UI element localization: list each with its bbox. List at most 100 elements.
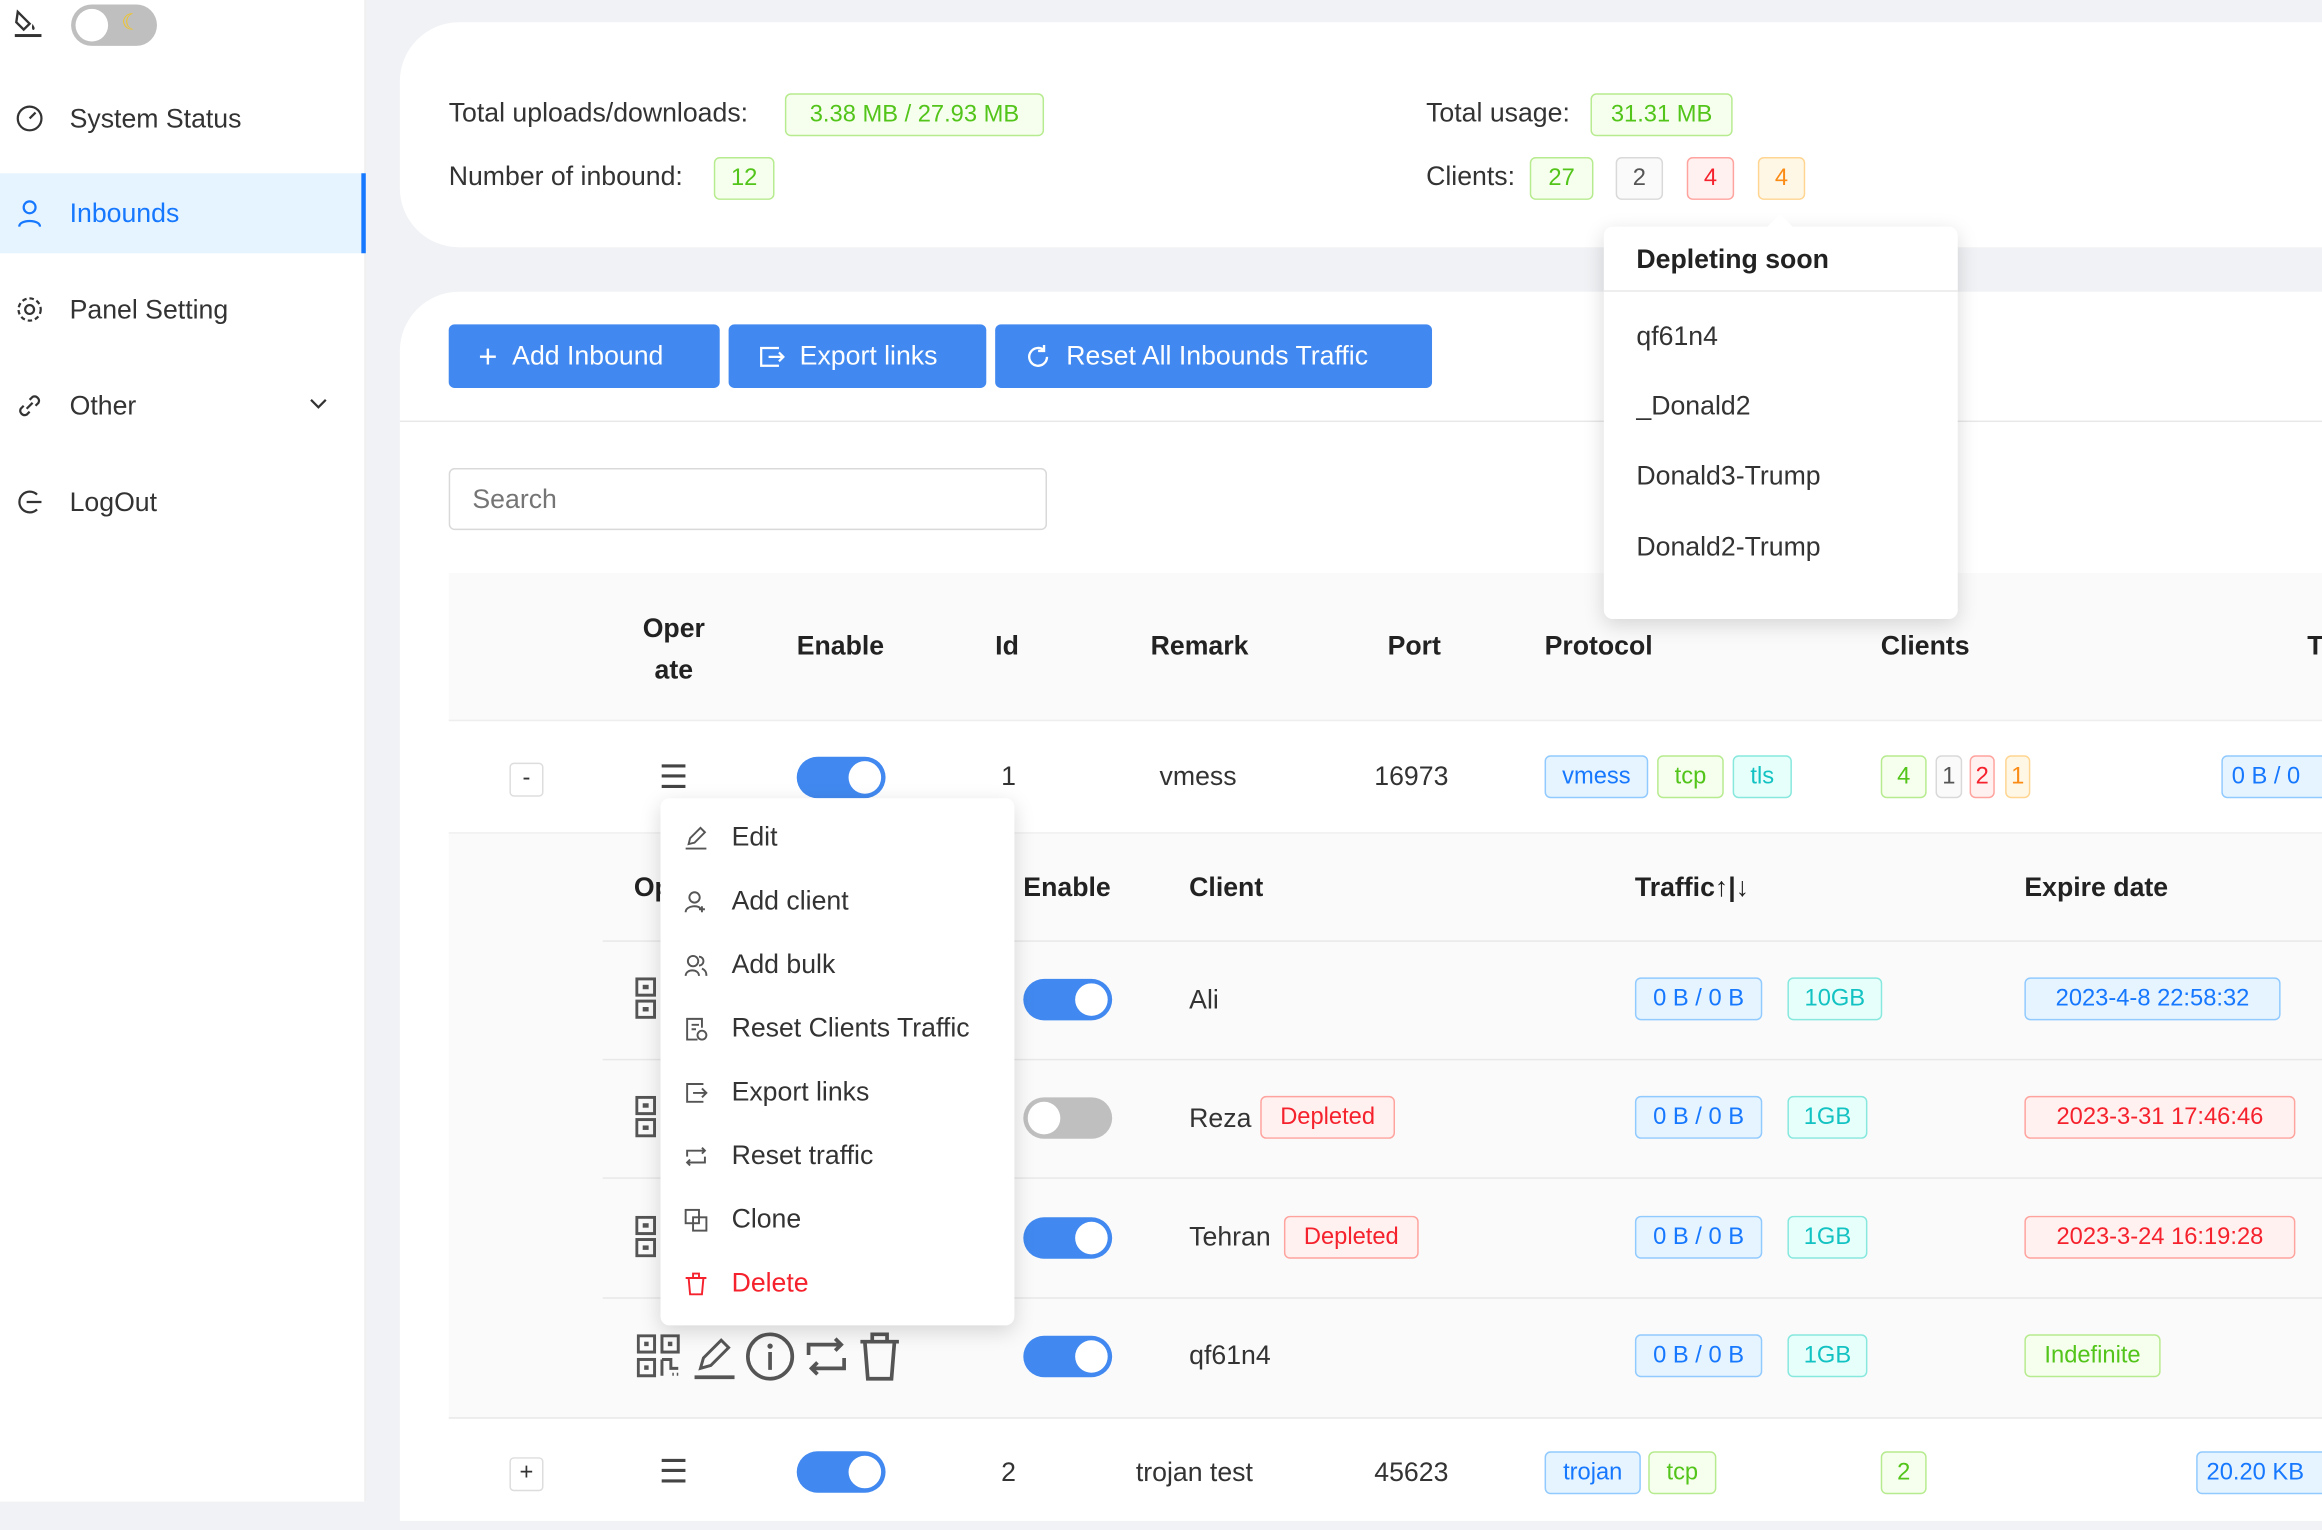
theme-toggle[interactable]: ☾: [71, 4, 157, 46]
clients-disabled-tag: 1: [1935, 755, 1963, 799]
client-expire: Indefinite: [2024, 1334, 2161, 1378]
depleted-badge: Depleted: [1260, 1095, 1396, 1139]
client-header-client: Client: [1189, 872, 1264, 902]
edit-icon: [685, 825, 707, 849]
menu-item-add-client[interactable]: Add client: [660, 869, 1014, 933]
client-row: Tehran Depleted 0 B / 0 B 1GB 2023-3-24 …: [603, 1179, 2322, 1297]
table-row: - ☰ 1 vmess 16973 vmess tcp tls 4 1 2 1 …: [448, 721, 2322, 834]
header-enable: Enable: [796, 630, 885, 661]
client-row: qf61n4 0 B / 0 B 1GB Indefinite: [603, 1299, 2322, 1417]
sidebar-item-label: Panel Setting: [69, 293, 229, 324]
expand-row-button[interactable]: +: [509, 1457, 544, 1492]
divider: [1603, 290, 1958, 292]
delete-icon[interactable]: [857, 1331, 901, 1381]
qrcode-icon[interactable]: [635, 1215, 657, 1258]
qrcode-icon[interactable]: [635, 977, 657, 1019]
inbound-remark: vmess: [1159, 761, 1237, 791]
clients-label: Clients:: [1426, 161, 1516, 192]
inbound-port: 16973: [1374, 761, 1449, 791]
clients-active-badge[interactable]: 27: [1529, 156, 1594, 200]
file-reset-icon: [686, 1017, 708, 1040]
client-name: Tehran: [1189, 1221, 1271, 1252]
header-traffic: T: [2307, 630, 2322, 661]
logout-icon: [18, 490, 42, 514]
qrcode-icon[interactable]: [636, 1334, 681, 1378]
traffic-tag: 0 B / 0: [2221, 755, 2322, 799]
popover-item: qf61n4: [1636, 321, 1718, 351]
menu-item-reset-clients-traffic[interactable]: Reset Clients Traffic: [660, 997, 1014, 1061]
menu-item-edit[interactable]: Edit: [660, 806, 1014, 870]
paint-bucket-icon[interactable]: [12, 9, 45, 39]
clients-active-tag: 4: [1880, 755, 1927, 799]
client-enable-toggle[interactable]: [1023, 1335, 1113, 1378]
sidebar-item-logout[interactable]: LogOut: [0, 462, 366, 542]
export-icon: [760, 346, 785, 367]
plus-icon: +: [478, 336, 498, 374]
sidebar-item-other[interactable]: Other: [0, 366, 366, 446]
menu-item-delete[interactable]: Delete: [660, 1251, 1014, 1315]
inbound-port: 45623: [1374, 1457, 1449, 1487]
client-traffic: 0 B / 0 B: [1634, 1215, 1763, 1259]
header-operate: Oper ate: [642, 613, 705, 685]
sidebar-item-label: System Status: [69, 102, 242, 133]
collapse-row-button[interactable]: -: [509, 762, 544, 797]
client-header-enable: Enable: [1023, 872, 1111, 902]
info-icon[interactable]: [745, 1331, 795, 1381]
export-links-button[interactable]: Export links: [728, 324, 987, 388]
clients-depleted-badge[interactable]: 4: [1686, 156, 1735, 200]
client-name: Ali: [1189, 984, 1219, 1015]
menu-item-add-bulk[interactable]: Add bulk: [660, 933, 1014, 997]
client-expire: 2023-3-31 17:46:46: [2024, 1095, 2296, 1139]
clients-disabled-badge[interactable]: 2: [1615, 156, 1664, 200]
inbound-enable-toggle[interactable]: [796, 1451, 886, 1493]
add-inbound-button[interactable]: + Add Inbound: [448, 324, 720, 388]
divider: [602, 1058, 2322, 1061]
delete-icon: [685, 1271, 707, 1295]
reset-all-traffic-button[interactable]: Reset All Inbounds Traffic: [995, 324, 1433, 388]
menu-item-export-links[interactable]: Export links: [660, 1060, 1014, 1124]
client-enable-toggle[interactable]: [1023, 1097, 1113, 1139]
menu-item-clone[interactable]: Clone: [660, 1188, 1014, 1252]
divider: [602, 1297, 2322, 1299]
reload-icon: [1028, 344, 1049, 367]
sidebar-item-inbounds[interactable]: Inbounds: [0, 173, 366, 254]
chevron-down-icon: [310, 399, 327, 409]
sidebar-item-label: Inbounds: [69, 197, 180, 228]
client-expire: 2023-4-8 22:58:32: [2024, 977, 2281, 1021]
client-header-traffic: Traffic↑|↓: [1634, 872, 1750, 902]
security-tag: tls: [1732, 755, 1792, 799]
clients-active-tag: 2: [1880, 1451, 1927, 1495]
client-header-expire: Expire date: [2024, 872, 2169, 902]
depleted-badge: Depleted: [1283, 1215, 1419, 1259]
depleting-soon-popover: Depleting soon qf61n4 _Donald2 Donald3-T…: [1603, 214, 1958, 620]
client-row: Reza Depleted 0 B / 0 B 1GB 2023-3-31 17…: [603, 1060, 2322, 1177]
usage-label: Total usage:: [1426, 97, 1570, 128]
popover-item: _Donald2: [1636, 390, 1751, 421]
client-traffic: 0 B / 0 B: [1634, 1095, 1763, 1139]
menu-item-reset-traffic[interactable]: Reset traffic: [660, 1124, 1014, 1188]
search-input[interactable]: [448, 467, 1047, 531]
qrcode-icon[interactable]: [635, 1095, 657, 1138]
sidebar-item-label: LogOut: [69, 486, 158, 517]
menu-icon[interactable]: ☰: [659, 1452, 689, 1490]
table-row: + ☰ 2 trojan test 45623 trojan tcp 2 20.…: [449, 1419, 2322, 1530]
sidebar-item-panel-setting[interactable]: Panel Setting: [0, 270, 366, 350]
client-total: 1GB: [1787, 1215, 1868, 1259]
sidebar-item-system-status[interactable]: System Status: [0, 78, 366, 158]
sidebar: ☾ System Status Inbounds Panel Setting O…: [0, 0, 366, 1502]
client-enable-toggle[interactable]: [1023, 1217, 1113, 1259]
clients-depleted-tag: 2: [1969, 755, 1995, 799]
clients-depleting-badge[interactable]: 4: [1757, 156, 1806, 200]
reset-traffic-icon[interactable]: [804, 1334, 848, 1378]
inbound-enable-toggle[interactable]: [796, 756, 886, 799]
client-total: 10GB: [1787, 977, 1883, 1021]
menu-icon[interactable]: ☰: [659, 758, 689, 796]
inbound-remark: trojan test: [1135, 1457, 1253, 1487]
protocol-tag: trojan: [1544, 1451, 1641, 1495]
client-row: Ali 0 B / 0 B 10GB 2023-4-8 22:58:32: [603, 942, 2322, 1059]
header-clients: Clients: [1880, 630, 1970, 661]
client-enable-toggle[interactable]: [1023, 978, 1113, 1021]
network-tag: tcp: [1657, 755, 1724, 799]
edit-icon[interactable]: [692, 1333, 736, 1380]
user-icon: [18, 200, 42, 227]
